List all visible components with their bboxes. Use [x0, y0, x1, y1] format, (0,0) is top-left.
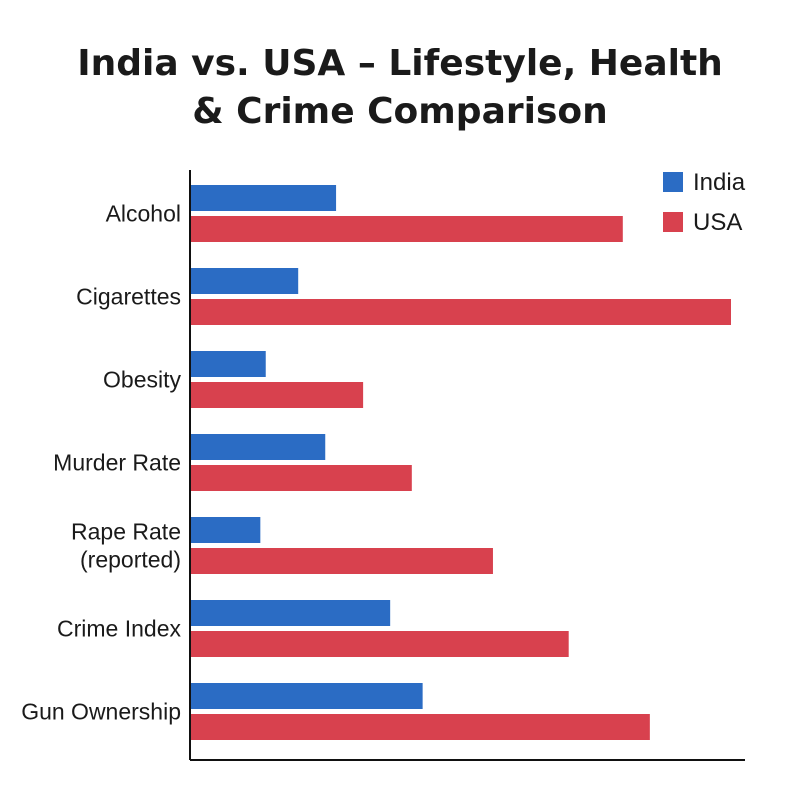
legend-label-usa: USA [693, 209, 742, 236]
category-label-3: Murder Rate [53, 450, 181, 476]
category-label-5: Crime Index [57, 616, 181, 642]
legend-swatch-usa [663, 212, 683, 232]
category-label-line: Crime Index [57, 616, 181, 642]
category-label-line: Gun Ownership [21, 699, 181, 725]
legend-swatch-india [663, 172, 683, 192]
bar-india-0 [190, 185, 337, 211]
bar-usa-2 [190, 382, 364, 408]
chart-title-line-1: India vs. USA – Lifestyle, Health [77, 43, 723, 84]
bar-usa-0 [190, 216, 623, 242]
bar-india-2 [190, 351, 266, 377]
category-label-line: Rape Rate [71, 519, 181, 545]
bar-india-3 [190, 434, 326, 460]
bar-india-5 [190, 600, 391, 626]
bar-usa-4 [190, 548, 493, 574]
legend-label-india: India [693, 169, 746, 196]
bar-india-1 [190, 268, 299, 294]
category-label-2: Obesity [103, 367, 181, 393]
bar-usa-5 [190, 631, 569, 657]
bar-usa-6 [190, 714, 650, 740]
bar-usa-3 [190, 465, 412, 491]
bars-group [190, 185, 731, 740]
category-labels: Alcohol Cigarettes Obesity Murder Rate Rape … [21, 201, 181, 725]
category-label-line: Alcohol [106, 201, 181, 227]
category-label-6: Gun Ownership [21, 699, 181, 725]
category-label-line: Cigarettes [76, 284, 181, 310]
category-label-line: Murder Rate [53, 450, 181, 476]
bar-india-4 [190, 517, 261, 543]
bar-india-6 [190, 683, 423, 709]
category-label-0: Alcohol [106, 201, 181, 227]
chart-title: India vs. USA – Lifestyle, Health & Crim… [0, 40, 800, 136]
category-label-line: (reported) [80, 547, 181, 573]
bar-usa-1 [190, 299, 731, 325]
chart-title-line-2: & Crime Comparison [192, 91, 608, 132]
category-label-4: Rape Rate (reported) [71, 519, 181, 573]
category-label-1: Cigarettes [76, 284, 181, 310]
category-label-line: Obesity [103, 367, 181, 393]
legend: India USA [663, 169, 746, 236]
